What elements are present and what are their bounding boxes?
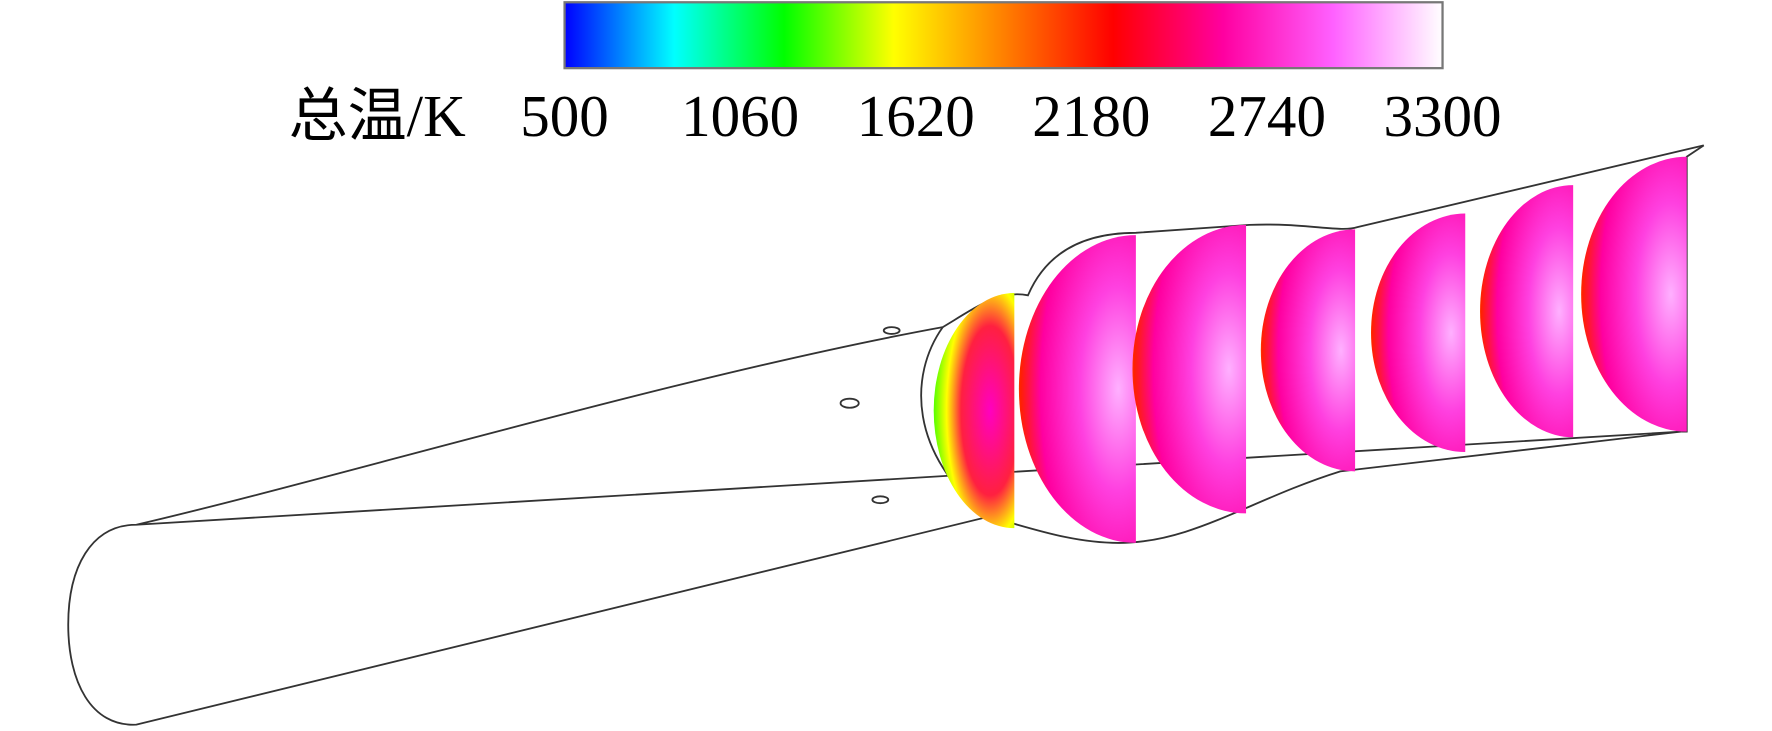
port <box>871 495 890 505</box>
colorbar-tick-label: 3300 <box>1383 83 1501 149</box>
contour-slice <box>1260 229 1356 472</box>
colorbar <box>563 1 1444 70</box>
port <box>839 397 860 409</box>
contour-slice <box>1370 213 1466 453</box>
contour-slices <box>933 156 1687 543</box>
colorbar-label: 总温/K <box>289 83 466 149</box>
contour-slice <box>1018 235 1136 543</box>
contour-slice <box>1132 224 1247 514</box>
colorbar-tick-label: 2180 <box>1032 83 1150 149</box>
contour-slice <box>1480 185 1574 438</box>
colorbar-tick-label: 1620 <box>857 83 975 149</box>
port <box>882 326 901 335</box>
contour-slice <box>933 293 1015 529</box>
colorbar-tick-label: 500 <box>520 83 609 149</box>
colorbar-tick-label: 1060 <box>681 83 799 149</box>
colorbar-tick-label: 2740 <box>1208 83 1326 149</box>
contour-slice <box>1581 156 1687 432</box>
